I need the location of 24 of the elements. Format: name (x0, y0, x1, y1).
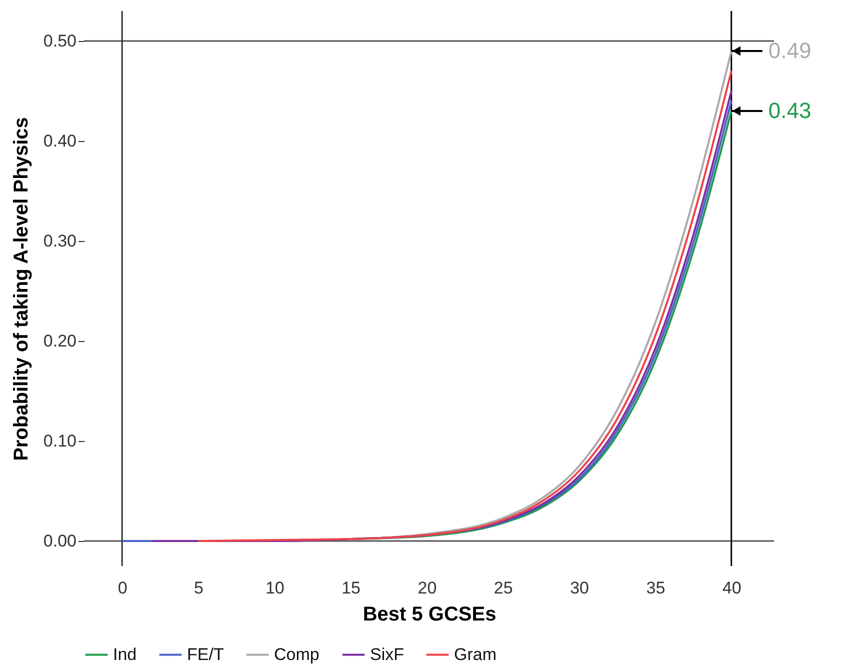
y-tick-label: 0.50 (43, 32, 76, 50)
y-axis-title: Probability of taking A-level Physics (10, 117, 32, 461)
legend-label: Ind (113, 644, 137, 664)
y-tick-label: 0.30 (43, 232, 76, 250)
annotation: 0.43 (768, 98, 812, 123)
y-tick-label: 0.40 (43, 132, 76, 150)
x-tick-label: 5 (194, 578, 204, 598)
legend-label: Gram (454, 644, 496, 664)
x-tick-label: 30 (570, 578, 589, 598)
x-tick-label: 25 (494, 578, 513, 598)
y-tick-label: 0.00 (43, 532, 76, 550)
legend-label: SixF (370, 644, 404, 664)
x-tick-label: 40 (722, 578, 742, 598)
x-tick-label: 0 (118, 578, 128, 598)
legend-label: FE/T (187, 644, 224, 664)
x-tick-label: 20 (418, 578, 437, 598)
y-tick-label: 0.20 (43, 332, 76, 350)
x-tick-label: 15 (342, 578, 361, 598)
y-tick-label: 0.10 (43, 432, 76, 450)
legend-label: Comp (274, 644, 320, 664)
x-tick-label: 10 (265, 578, 284, 598)
x-axis-title: Best 5 GCSEs (362, 604, 496, 626)
annotation: 0.49 (768, 38, 812, 63)
x-tick-label: 35 (646, 578, 666, 598)
